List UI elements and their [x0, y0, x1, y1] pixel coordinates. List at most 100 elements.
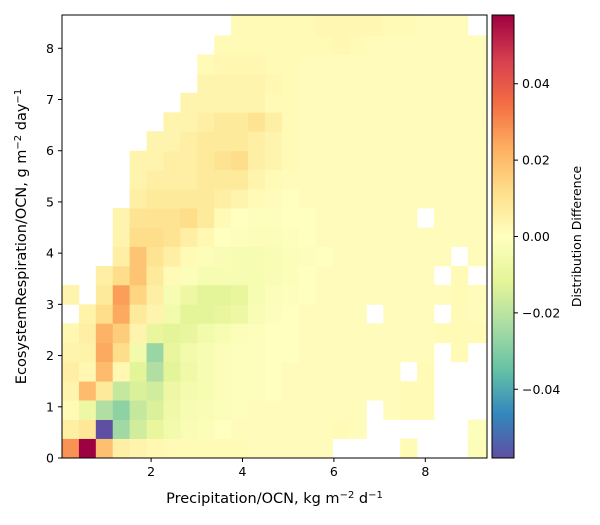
heatmap-cell	[433, 227, 452, 247]
heatmap-cell	[433, 323, 452, 344]
heatmap-cell	[214, 438, 232, 459]
heatmap-cell	[417, 284, 435, 305]
heatmap-cell	[298, 54, 317, 75]
heatmap-cell	[129, 361, 147, 382]
heatmap-cell	[264, 419, 283, 439]
heatmap-cell	[433, 150, 452, 171]
heatmap-cell	[146, 361, 164, 382]
heatmap-cell	[298, 438, 317, 459]
heatmap-cell	[231, 381, 249, 401]
heatmap-cell	[366, 35, 384, 55]
heatmap-cell	[231, 304, 249, 324]
heatmap-cell	[264, 246, 283, 267]
heatmap-cell	[180, 208, 198, 228]
heatmap-cell	[281, 419, 300, 439]
heatmap-cell	[315, 150, 333, 171]
heatmap-cell	[298, 131, 317, 152]
heatmap-cell	[214, 112, 232, 132]
heatmap-cell	[298, 284, 317, 305]
heatmap-cell	[281, 342, 300, 363]
heatmap-cell	[417, 323, 435, 344]
heatmap-cell	[264, 342, 283, 363]
heatmap-cell	[112, 400, 131, 420]
heatmap-cell	[383, 227, 401, 247]
heatmap-cell	[332, 265, 350, 286]
heatmap-cell	[315, 265, 333, 286]
heatmap-cell	[417, 400, 435, 420]
heatmap-cell	[231, 400, 249, 420]
heatmap-cell	[129, 169, 147, 190]
heatmap-cell	[366, 361, 384, 382]
heatmap-cell	[62, 361, 80, 382]
heatmap-cell	[332, 92, 350, 113]
heatmap-cell	[231, 265, 249, 286]
heatmap-cell	[163, 361, 181, 382]
heatmap-cell	[366, 73, 384, 94]
heatmap-cell	[349, 284, 367, 305]
heatmap-cell	[78, 304, 97, 324]
x-axis-label: Precipitation/OCN, kg m−2 d−1	[166, 490, 383, 508]
heatmap-cell	[433, 15, 452, 36]
heatmap-cell	[433, 35, 452, 55]
heatmap-cell	[467, 419, 488, 439]
heatmap-cell	[247, 112, 266, 132]
heatmap-cell	[231, 54, 249, 75]
heatmap-cell	[231, 92, 249, 113]
heatmap-cell	[62, 419, 80, 439]
heatmap-cell	[231, 131, 249, 152]
heatmap-cell	[78, 438, 97, 459]
heatmap-cell	[366, 265, 384, 286]
y-tick-label: 0	[46, 451, 54, 466]
heatmap-cell	[197, 284, 215, 305]
heatmap-cell	[146, 131, 164, 152]
y-tick-label: 7	[46, 92, 54, 107]
heatmap-cell	[281, 381, 300, 401]
heatmap-cell	[400, 208, 418, 228]
heatmap-cell	[400, 15, 418, 36]
heatmap-cell	[450, 54, 469, 75]
heatmap-cell	[129, 189, 147, 209]
heatmap-cell	[264, 304, 283, 324]
heatmap-cell	[281, 189, 300, 209]
heatmap-cell	[349, 323, 367, 344]
heatmap-cell	[281, 208, 300, 228]
heatmap-cell	[433, 131, 452, 152]
heatmap-cell	[214, 323, 232, 344]
heatmap-cell	[349, 150, 367, 171]
heatmap-cell	[197, 189, 215, 209]
heatmap-cell	[332, 15, 350, 36]
heatmap-cell	[163, 381, 181, 401]
heatmap-cell	[146, 246, 164, 267]
heatmap-cell	[129, 284, 147, 305]
heatmap-cell	[264, 381, 283, 401]
heatmap-cell	[467, 246, 488, 267]
heatmap-cell	[281, 361, 300, 382]
heatmap-cell	[349, 15, 367, 36]
heatmap-cell	[332, 419, 350, 439]
heatmap-cell	[247, 438, 266, 459]
heatmap-cell	[433, 189, 452, 209]
heatmap-cell	[298, 150, 317, 171]
heatmap-cell	[163, 323, 181, 344]
heatmap-cell	[400, 227, 418, 247]
heatmap-cell	[129, 208, 147, 228]
heatmap-cell	[400, 54, 418, 75]
heatmap-cell	[349, 208, 367, 228]
heatmap-cell	[450, 265, 469, 286]
heatmap-cell	[264, 265, 283, 286]
heatmap-cell	[264, 131, 283, 152]
heatmap-cell	[264, 112, 283, 132]
heatmap-cell	[383, 15, 401, 36]
heatmap-cell	[146, 265, 164, 286]
heatmap-cell	[62, 284, 80, 305]
heatmap-cell	[214, 265, 232, 286]
heatmap-cell	[366, 246, 384, 267]
heatmap-cell	[349, 361, 367, 382]
heatmap-cell	[112, 323, 131, 344]
heatmap-cell	[129, 438, 147, 459]
heatmap-cell	[247, 15, 266, 36]
heatmap-cell	[298, 400, 317, 420]
heatmap-cell	[383, 189, 401, 209]
heatmap-cell	[298, 208, 317, 228]
heatmap-cell	[231, 169, 249, 190]
